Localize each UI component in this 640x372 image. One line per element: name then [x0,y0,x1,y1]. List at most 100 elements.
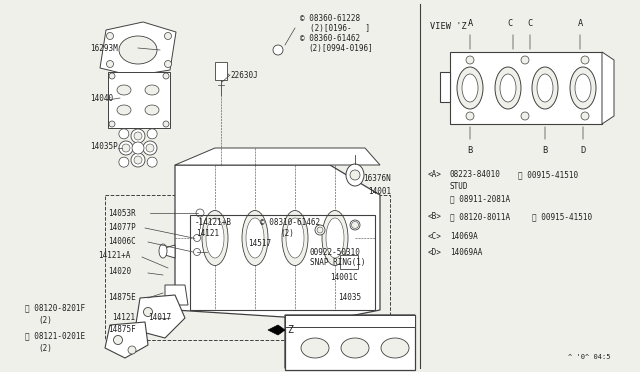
Text: 14001C: 14001C [330,273,358,282]
Circle shape [163,121,169,127]
Ellipse shape [301,338,329,358]
Text: Ⓦ 00915-41510: Ⓦ 00915-41510 [518,170,578,179]
Text: ^ '0^ 04:5: ^ '0^ 04:5 [568,354,610,360]
Text: D: D [580,146,586,155]
Circle shape [193,248,200,256]
Circle shape [164,61,172,67]
Circle shape [350,170,360,180]
Circle shape [350,220,360,230]
Circle shape [164,32,172,39]
Text: 14035P: 14035P [90,141,118,151]
Polygon shape [108,72,170,128]
Text: -14121+B: -14121+B [195,218,232,227]
Circle shape [147,129,157,139]
Text: © 08310-61462: © 08310-61462 [260,218,320,227]
Ellipse shape [381,338,409,358]
Text: B: B [542,146,548,155]
Text: A: A [577,19,582,28]
Ellipse shape [532,67,558,109]
Text: 22630J: 22630J [230,71,258,80]
Text: STUD: STUD [450,182,468,191]
Text: (2)[0994-0196]: (2)[0994-0196] [308,44,372,52]
Circle shape [581,56,589,64]
Text: <D>: <D> [428,248,442,257]
Circle shape [106,61,113,67]
Bar [190,215,375,310]
Text: (2)[0196-   ]: (2)[0196- ] [310,23,370,32]
Ellipse shape [131,129,145,143]
Text: 14006C: 14006C [108,237,136,246]
Polygon shape [285,315,415,368]
Bar [215,62,227,80]
Circle shape [351,221,358,228]
Text: Z: Z [287,325,293,335]
Circle shape [193,234,200,241]
Bar [105,195,390,340]
Ellipse shape [341,338,369,358]
Text: C: C [527,19,532,28]
Text: VIEW 'Z': VIEW 'Z' [430,22,472,31]
Ellipse shape [131,153,145,167]
Circle shape [315,225,325,235]
Text: © 08360-61228: © 08360-61228 [300,13,360,22]
Text: 14069A: 14069A [450,232,477,241]
Text: ⒲ 08120-8201F: ⒲ 08120-8201F [25,304,85,312]
Ellipse shape [202,211,228,266]
Circle shape [143,308,152,317]
Circle shape [113,336,122,344]
Text: <C>: <C> [428,232,442,241]
Text: 14001: 14001 [368,186,391,196]
Circle shape [119,129,129,139]
Ellipse shape [462,74,478,102]
Ellipse shape [159,244,167,258]
Ellipse shape [122,144,130,152]
Bar [340,255,358,269]
Text: 14121: 14121 [196,228,219,237]
Ellipse shape [282,211,308,266]
Text: C: C [508,19,513,28]
Ellipse shape [286,218,304,258]
Circle shape [128,346,136,354]
Ellipse shape [134,156,142,164]
Circle shape [521,112,529,120]
Text: 16293M: 16293M [90,44,118,52]
Polygon shape [135,295,185,338]
Polygon shape [602,52,614,124]
Text: Ⓦ 00915-41510: Ⓦ 00915-41510 [532,212,592,221]
Text: 14020: 14020 [108,267,131,276]
Text: 14077P: 14077P [108,222,136,231]
Ellipse shape [117,105,131,115]
Ellipse shape [495,67,521,109]
Circle shape [163,73,169,79]
Circle shape [317,227,323,233]
Ellipse shape [537,74,553,102]
Bar [285,315,415,370]
Circle shape [466,56,474,64]
Text: A: A [467,19,472,28]
Ellipse shape [146,144,154,152]
Polygon shape [175,148,380,165]
Text: (2): (2) [38,315,52,324]
Circle shape [119,157,129,167]
Bar [450,52,602,124]
Ellipse shape [322,211,348,266]
Polygon shape [165,245,175,258]
Text: 14069AA: 14069AA [450,248,483,257]
Text: 14040: 14040 [90,93,113,103]
Circle shape [147,157,157,167]
Ellipse shape [346,164,364,186]
Text: 14121: 14121 [112,314,135,323]
Text: 14875F: 14875F [108,326,136,334]
Circle shape [132,142,144,154]
Ellipse shape [206,218,224,258]
Circle shape [521,56,529,64]
Text: (2): (2) [38,343,52,353]
Circle shape [109,73,115,79]
Ellipse shape [119,141,133,155]
Ellipse shape [326,218,344,258]
Ellipse shape [145,105,159,115]
Polygon shape [100,22,176,76]
Text: 08223-84010: 08223-84010 [450,170,501,179]
Text: ⒱ 08120-8011A: ⒱ 08120-8011A [450,212,510,221]
Text: Ⓝ 08911-2081A: Ⓝ 08911-2081A [450,194,510,203]
